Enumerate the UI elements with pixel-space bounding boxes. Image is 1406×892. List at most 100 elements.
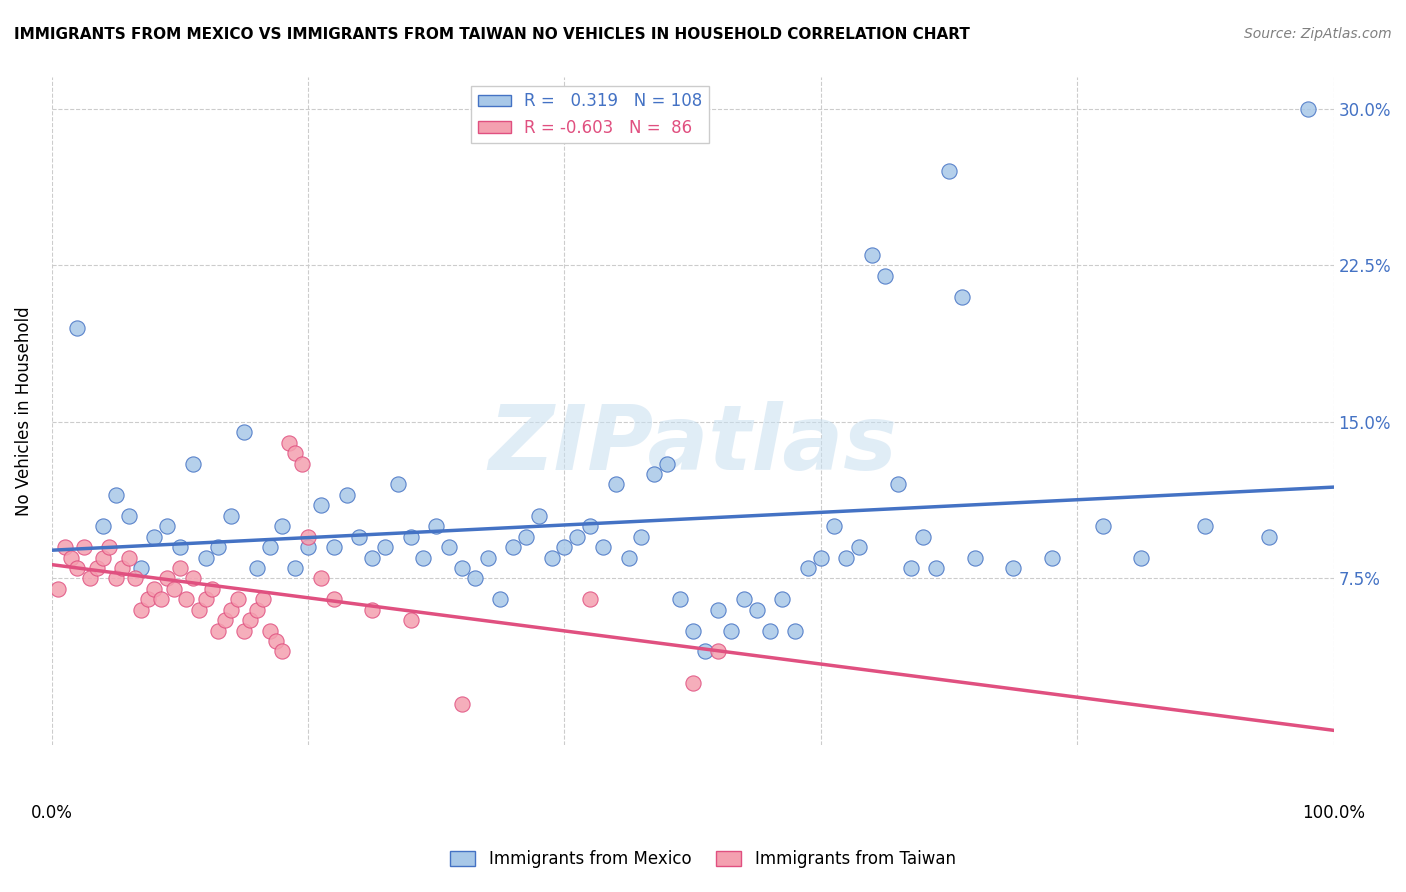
Point bbox=[720, 624, 742, 638]
Point bbox=[515, 530, 537, 544]
Point bbox=[149, 592, 172, 607]
Point bbox=[451, 561, 474, 575]
Point bbox=[502, 540, 524, 554]
Point bbox=[1258, 530, 1281, 544]
Text: 0.0%: 0.0% bbox=[31, 804, 73, 822]
Point bbox=[322, 592, 344, 607]
Point bbox=[669, 592, 692, 607]
Point bbox=[143, 582, 166, 596]
Point bbox=[79, 571, 101, 585]
Point bbox=[785, 624, 807, 638]
Point bbox=[579, 592, 602, 607]
Point bbox=[226, 592, 249, 607]
Point bbox=[246, 561, 269, 575]
Point bbox=[194, 592, 217, 607]
Point bbox=[98, 540, 121, 554]
Point bbox=[361, 603, 384, 617]
Legend: Immigrants from Mexico, Immigrants from Taiwan: Immigrants from Mexico, Immigrants from … bbox=[444, 844, 962, 875]
Point bbox=[118, 550, 141, 565]
Point bbox=[181, 571, 204, 585]
Point bbox=[451, 697, 474, 711]
Point bbox=[477, 550, 499, 565]
Point bbox=[900, 561, 922, 575]
Point bbox=[111, 561, 134, 575]
Point bbox=[131, 603, 153, 617]
Point bbox=[579, 519, 602, 533]
Point bbox=[207, 540, 229, 554]
Point bbox=[374, 540, 396, 554]
Point bbox=[758, 624, 780, 638]
Point bbox=[277, 435, 299, 450]
Point bbox=[950, 290, 973, 304]
Point bbox=[823, 519, 845, 533]
Point bbox=[246, 603, 269, 617]
Point bbox=[136, 592, 159, 607]
Point bbox=[309, 571, 332, 585]
Point bbox=[387, 477, 409, 491]
Point bbox=[925, 561, 948, 575]
Point bbox=[59, 550, 82, 565]
Point bbox=[349, 530, 371, 544]
Point bbox=[682, 624, 704, 638]
Point bbox=[73, 540, 96, 554]
Point bbox=[835, 550, 858, 565]
Point bbox=[682, 675, 704, 690]
Point bbox=[46, 582, 69, 596]
Point bbox=[733, 592, 755, 607]
Point bbox=[194, 550, 217, 565]
Point bbox=[239, 613, 262, 627]
Point bbox=[176, 592, 198, 607]
Point bbox=[630, 530, 652, 544]
Point bbox=[707, 644, 730, 658]
Point bbox=[309, 499, 332, 513]
Text: Source: ZipAtlas.com: Source: ZipAtlas.com bbox=[1244, 27, 1392, 41]
Point bbox=[361, 550, 384, 565]
Point bbox=[86, 561, 108, 575]
Point bbox=[1040, 550, 1063, 565]
Point bbox=[540, 550, 562, 565]
Point bbox=[188, 603, 211, 617]
Point bbox=[399, 530, 422, 544]
Point bbox=[264, 634, 287, 648]
Point bbox=[271, 519, 294, 533]
Point bbox=[848, 540, 870, 554]
Point bbox=[770, 592, 793, 607]
Point bbox=[156, 519, 179, 533]
Point bbox=[745, 603, 768, 617]
Point bbox=[617, 550, 640, 565]
Point bbox=[643, 467, 665, 481]
Point bbox=[297, 540, 319, 554]
Point bbox=[797, 561, 820, 575]
Point bbox=[169, 561, 191, 575]
Y-axis label: No Vehicles in Household: No Vehicles in Household bbox=[15, 307, 32, 516]
Point bbox=[181, 457, 204, 471]
Point bbox=[1091, 519, 1114, 533]
Point bbox=[66, 561, 89, 575]
Legend: R =   0.319   N = 108, R = -0.603   N =  86: R = 0.319 N = 108, R = -0.603 N = 86 bbox=[471, 86, 709, 144]
Point bbox=[233, 624, 256, 638]
Point bbox=[207, 624, 229, 638]
Point bbox=[886, 477, 908, 491]
Point bbox=[695, 644, 717, 658]
Point bbox=[104, 488, 127, 502]
Point bbox=[169, 540, 191, 554]
Point bbox=[284, 446, 307, 460]
Point bbox=[53, 540, 76, 554]
Point bbox=[655, 457, 678, 471]
Text: 100.0%: 100.0% bbox=[1302, 804, 1365, 822]
Point bbox=[912, 530, 935, 544]
Point bbox=[938, 164, 960, 178]
Point bbox=[131, 561, 153, 575]
Point bbox=[104, 571, 127, 585]
Point bbox=[873, 268, 896, 283]
Point bbox=[860, 248, 883, 262]
Point bbox=[437, 540, 460, 554]
Point bbox=[143, 530, 166, 544]
Point bbox=[335, 488, 357, 502]
Text: IMMIGRANTS FROM MEXICO VS IMMIGRANTS FROM TAIWAN NO VEHICLES IN HOUSEHOLD CORREL: IMMIGRANTS FROM MEXICO VS IMMIGRANTS FRO… bbox=[14, 27, 970, 42]
Point bbox=[1194, 519, 1216, 533]
Point bbox=[91, 519, 114, 533]
Point bbox=[605, 477, 627, 491]
Text: ZIPatlas: ZIPatlas bbox=[488, 401, 897, 489]
Point bbox=[810, 550, 832, 565]
